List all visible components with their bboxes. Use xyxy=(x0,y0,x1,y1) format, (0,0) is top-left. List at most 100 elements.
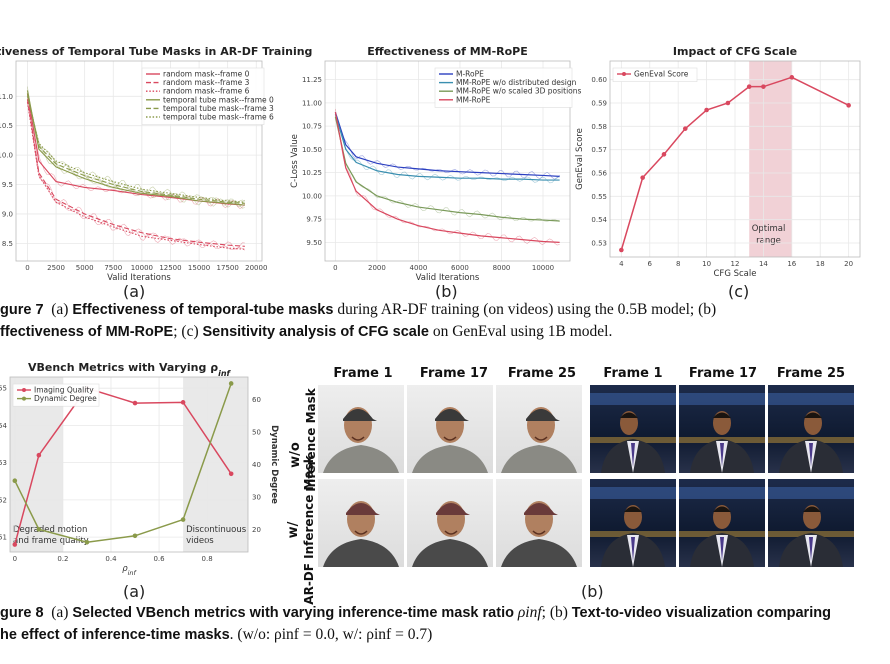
legend-label: GenEval Score xyxy=(634,70,689,79)
subfig-label-a: (a) xyxy=(123,282,146,301)
hair xyxy=(620,412,638,418)
chart-mm-rope: 0 2000 4000 6000 8000 10000 9.50 9.75 10.00 10.25… xyxy=(290,45,581,283)
x-tick-label: 4 xyxy=(619,260,624,268)
mouth xyxy=(354,530,368,535)
y-tick-label: 53 xyxy=(0,459,7,467)
x-axis-label: Valid Iterations xyxy=(107,273,171,283)
y-tick-label: 0.55 xyxy=(591,193,607,201)
video-frame xyxy=(496,385,582,473)
subfig-label-c: (c) xyxy=(728,282,750,301)
y-right-tick-label: 40 xyxy=(252,461,261,469)
x-tick-label: 8 xyxy=(676,260,680,268)
series-noise xyxy=(335,116,560,223)
hair xyxy=(624,506,642,512)
fig8-a: (a) xyxy=(51,604,69,621)
data-point xyxy=(132,400,138,406)
frame-label-25: Frame 25 xyxy=(507,366,577,381)
video-frame xyxy=(768,479,854,567)
x-tick-label: 0 xyxy=(25,264,29,272)
y-tick-label: 10.5 xyxy=(0,122,13,130)
data-point xyxy=(228,381,234,386)
mouth xyxy=(534,436,548,441)
y-tick-label: 11.25 xyxy=(302,76,322,84)
video-frame xyxy=(407,385,493,473)
y-right-axis-label: Dynamic Degree xyxy=(269,425,279,504)
x-tick-label: 17500 xyxy=(217,264,239,272)
fig7-a: (a) xyxy=(51,301,69,318)
series-noise xyxy=(335,112,560,180)
studio-light xyxy=(679,487,765,499)
y-right-tick-label: 20 xyxy=(252,526,261,534)
y-axis-label: C-Loss Value xyxy=(290,134,300,188)
data-point xyxy=(36,452,42,458)
data-point xyxy=(682,126,688,131)
series-noise xyxy=(335,116,560,184)
legend-label: M-RoPE xyxy=(456,70,484,79)
video-frame xyxy=(407,479,493,567)
x-tick-label: 0.4 xyxy=(105,555,117,563)
title-subscript: inf xyxy=(218,369,231,378)
chart-title: Effectiveness of Temporal Tube Masks in … xyxy=(0,45,312,58)
studio-light xyxy=(768,487,854,499)
data-point xyxy=(661,152,667,157)
shirt xyxy=(412,445,488,473)
data-point xyxy=(704,107,709,113)
video-grid: Frame 1 Frame 17 Frame 25 Frame 1 Frame … xyxy=(318,366,858,572)
y-tick-label: 9.75 xyxy=(306,216,322,224)
legend-label: MM-RoPE w/o distributed design xyxy=(456,78,577,87)
y-tick-label: 52 xyxy=(0,496,7,504)
y-tick-label: 10.00 xyxy=(302,192,322,200)
row-label-wo-text: w/o xyxy=(288,442,303,468)
row-label-w: w/ AR-DF Inference Mask xyxy=(275,454,355,604)
y-tick-label: 0.60 xyxy=(591,76,607,84)
chart-title: Impact of CFG Scale xyxy=(673,45,797,58)
fig7-mid: ; (c) xyxy=(173,323,199,340)
mouth xyxy=(532,530,546,535)
fig7-bold3: Sensitivity analysis of CFG scale xyxy=(202,324,429,340)
y-tick-label: 11.0 xyxy=(0,93,13,101)
row-label-w-text2: AR-DF Inference Mask xyxy=(302,454,316,604)
fig8-rest: . (w/o: ρinf = 0.0, w/: ρinf = 0.7) xyxy=(229,626,433,643)
tie xyxy=(720,443,724,467)
series-noise xyxy=(27,97,245,204)
legend-box xyxy=(434,67,573,108)
series-line xyxy=(334,112,560,243)
legend-label: random mask--frame 0 xyxy=(163,70,250,79)
row-label-wo: w/o Inference Mask xyxy=(275,387,355,492)
y-tick-label: 10.50 xyxy=(302,146,322,154)
data-point xyxy=(84,539,90,545)
series-noise xyxy=(27,101,245,251)
x-tick-label: 4000 xyxy=(410,264,428,272)
studio-light xyxy=(768,393,854,405)
fig8-b: ; (b) xyxy=(541,604,568,621)
plot-frame xyxy=(15,60,263,262)
x-tick-label: 2500 xyxy=(47,264,65,272)
figure7-caption-line1: gure 7 (a) Effectiveness of temporal-tub… xyxy=(0,301,716,319)
series-noise xyxy=(27,93,246,209)
shirt xyxy=(412,539,488,567)
series-line xyxy=(334,116,560,222)
cap xyxy=(435,409,469,421)
x-tick-label: 0.2 xyxy=(57,555,68,563)
x-tick-label: 2000 xyxy=(368,264,386,272)
video-frame xyxy=(679,479,765,567)
chart-title: Effectiveness of MM-RoPE xyxy=(367,45,528,58)
legend-label: temporal tube mask--frame 0 xyxy=(163,95,274,104)
plot-frame xyxy=(609,60,861,258)
subfig-label-8b: (b) xyxy=(581,582,604,601)
y-tick-label: 10.0 xyxy=(0,152,13,160)
region-label: videos xyxy=(186,536,214,546)
series-line xyxy=(334,113,560,181)
video-frame xyxy=(590,385,676,473)
x-tick-label: 20 xyxy=(844,260,853,268)
data-point xyxy=(228,471,234,477)
x-tick-label: 0.6 xyxy=(153,555,165,563)
x-tick-label: 5000 xyxy=(76,264,94,272)
legend-label: MM-RoPE w/o scaled 3D positions xyxy=(456,87,581,96)
shirt xyxy=(501,539,577,567)
y-tick-label: 0.54 xyxy=(591,216,607,224)
mouth xyxy=(351,436,365,441)
x-tick-label: 15000 xyxy=(188,264,210,272)
fig8-bold2: Text-to-video visualization comparing xyxy=(571,605,831,621)
legend-marker xyxy=(22,396,26,401)
